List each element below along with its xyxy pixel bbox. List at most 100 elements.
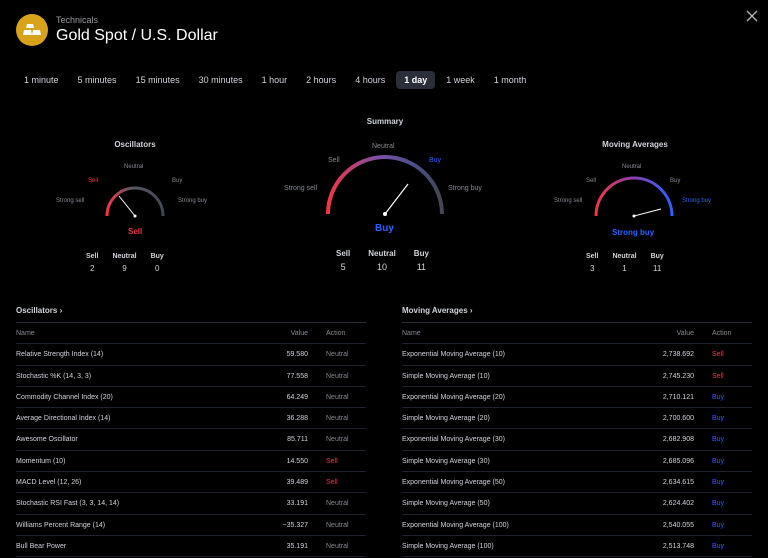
row-name: Relative Strength Index (14) <box>16 351 104 359</box>
table-row[interactable]: Bull Bear Power 35.191 Neutral <box>16 536 366 558</box>
table-row[interactable]: Awesome Oscillator 85.711 Neutral <box>16 429 366 451</box>
tab-1-hour[interactable]: 1 hour <box>261 75 288 85</box>
moving-averages-gauge: Moving Averages Neutral Sell Buy Strong … <box>554 140 711 280</box>
row-action: Buy <box>712 542 725 550</box>
row-action: Neutral <box>326 415 349 423</box>
row-action: Neutral <box>326 351 349 359</box>
table-row[interactable]: Simple Moving Average (10) 2,745.230 Sell <box>402 366 752 387</box>
row-action: Neutral <box>326 500 349 508</box>
count-value: 1 <box>622 264 627 273</box>
row-action: Buy <box>712 479 725 487</box>
table-row[interactable]: Exponential Moving Average (10) 2,738.692… <box>402 344 752 366</box>
count-value: 5 <box>340 262 346 272</box>
table-header: Name Value Action <box>402 323 752 345</box>
count-buy: Buy 11 <box>651 253 664 273</box>
label-neutral: Neutral <box>372 143 395 150</box>
count-label: Buy <box>413 249 429 258</box>
oscillators-table: Oscillators › Name Value Action Relative… <box>16 303 366 558</box>
tab-4-hours[interactable]: 4 hours <box>355 75 386 85</box>
row-name: Exponential Moving Average (10) <box>402 351 505 359</box>
table-row[interactable]: Average Directional Index (14) 36.288 Neut… <box>16 408 366 430</box>
row-action: Neutral <box>326 436 349 444</box>
table-row[interactable]: Stochastic RSI Fast (3, 3, 14, 14) 33.191… <box>16 493 366 515</box>
table-row[interactable]: Momentum (10) 14.550 Sell <box>16 451 366 473</box>
row-value: 2,685.096 <box>662 457 694 465</box>
gauge-counts: Sell 2 Neutral 9 Buy 0 <box>86 253 178 273</box>
col-action: Action <box>712 330 732 337</box>
table-row[interactable]: Simple Moving Average (100) 2,513.748 Buy <box>402 536 752 558</box>
label-strong-buy: Strong buy <box>178 198 208 204</box>
moving-averages-table: Moving Averages › Name Value Action Expo… <box>402 303 752 558</box>
row-value: 2,634.615 <box>662 479 694 487</box>
row-name: Simple Moving Average (100) <box>402 542 494 550</box>
row-name: MACD Level (12, 26) <box>16 479 82 487</box>
row-value: 39.489 <box>286 479 308 487</box>
tab-15-minutes[interactable]: 15 minutes <box>135 75 180 85</box>
count-buy: Buy 11 <box>414 249 429 272</box>
row-action: Buy <box>712 457 725 465</box>
label-strong-sell: Strong sell <box>56 198 85 204</box>
table-row[interactable]: Simple Moving Average (30) 2,685.096 Buy <box>402 451 752 473</box>
gauge-counts: Sell 3 Neutral 1 Buy 11 <box>586 253 678 273</box>
table-row[interactable]: Commodity Channel Index (20) 64.249 Neutra… <box>16 387 366 409</box>
count-label: Sell <box>586 253 599 260</box>
tab-2-hours[interactable]: 2 hours <box>306 75 337 85</box>
row-action: Neutral <box>326 393 349 401</box>
gauge-dial <box>594 176 674 218</box>
table-row[interactable]: Exponential Moving Average (20) 2,710.121… <box>402 387 752 409</box>
row-value: 64.249 <box>286 393 308 401</box>
table-row[interactable]: Exponential Moving Average (50) 2,634.615… <box>402 472 752 494</box>
row-value: −35.327 <box>282 521 309 529</box>
table-row[interactable]: Stochastic %K (14, 3, 3) 77.558 Neutral <box>16 366 366 387</box>
count-value: 11 <box>653 264 662 273</box>
tab-5-minutes[interactable]: 5 minutes <box>77 75 117 85</box>
gauge-counts: Sell 5 Neutral 10 Buy 11 <box>336 249 447 272</box>
gauge-needle <box>118 195 136 217</box>
moving-averages-table-title[interactable]: Moving Averages › <box>402 303 752 323</box>
close-icon[interactable] <box>744 8 760 24</box>
tab-1-day[interactable]: 1 day <box>396 71 436 89</box>
row-value: 2,738.692 <box>662 351 694 359</box>
label-neutral: Neutral <box>124 164 144 170</box>
row-name: Awesome Oscillator <box>16 436 78 444</box>
count-label: Buy <box>150 253 164 260</box>
gauge-title: Summary <box>366 117 404 126</box>
row-name: Williams Percent Range (14) <box>16 521 106 529</box>
col-value: Value <box>290 330 308 337</box>
row-name: Commodity Channel Index (20) <box>16 393 113 401</box>
row-value: 2,624.402 <box>662 500 694 508</box>
tab-1-minute[interactable]: 1 minute <box>24 75 59 85</box>
header: Technicals Gold Spot / U.S. Dollar <box>16 14 218 46</box>
row-value: 2,700.600 <box>662 415 694 423</box>
table-row[interactable]: Exponential Moving Average (30) 2,682.908… <box>402 429 752 451</box>
label-sell: Sell <box>328 157 340 164</box>
row-value: 35.191 <box>286 542 308 550</box>
table-row[interactable]: Relative Strength Index (14) 59.580 Neutra… <box>16 344 366 366</box>
page-title: Gold Spot / U.S. Dollar <box>56 27 218 44</box>
gauge-title: Moving Averages <box>602 140 668 149</box>
count-value: 3 <box>590 264 595 273</box>
count-buy: Buy 0 <box>151 253 164 273</box>
row-name: Exponential Moving Average (30) <box>402 436 505 444</box>
tab-30-minutes[interactable]: 30 minutes <box>198 75 243 85</box>
table-row[interactable]: Simple Moving Average (50) 2,624.402 Buy <box>402 493 752 515</box>
tab-1-week[interactable]: 1 week <box>446 75 475 85</box>
label-sell: Sell <box>88 178 99 184</box>
gauge-dial <box>105 186 165 218</box>
table-row[interactable]: Simple Moving Average (20) 2,700.600 Buy <box>402 408 752 430</box>
oscillators-table-title[interactable]: Oscillators › <box>16 303 366 323</box>
row-action: Buy <box>712 521 725 529</box>
tab-1-month[interactable]: 1 month <box>493 75 527 85</box>
row-name: Simple Moving Average (20) <box>402 415 490 423</box>
row-action: Neutral <box>326 542 349 550</box>
table-row[interactable]: Exponential Moving Average (100) 2,540.05… <box>402 515 752 536</box>
gauge-signal: Buy <box>375 223 394 234</box>
table-row[interactable]: Williams Percent Range (14) −35.327 Neutra… <box>16 515 366 536</box>
count-value: 10 <box>377 262 388 272</box>
table-row[interactable]: MACD Level (12, 26) 39.489 Sell <box>16 472 366 494</box>
row-value: 2,710.121 <box>662 393 694 401</box>
count-label: Sell <box>86 253 99 260</box>
row-value: 59.580 <box>286 351 308 359</box>
row-action: Neutral <box>326 372 349 380</box>
count-label: Neutral <box>112 253 137 260</box>
